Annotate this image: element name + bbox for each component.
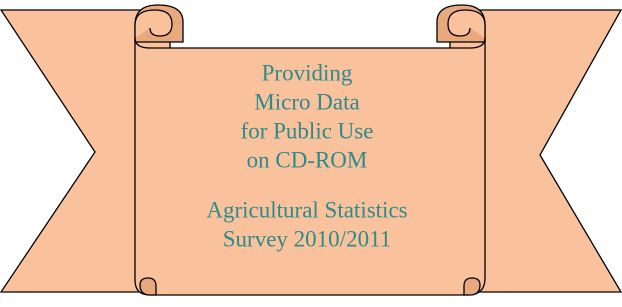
heading-line: for Public Use: [241, 118, 374, 143]
survey-line: Agricultural Statistics: [206, 197, 407, 222]
right-top-curl: [448, 10, 485, 38]
left-top-curl: [135, 10, 172, 38]
heading-line: on CD-ROM: [247, 147, 368, 172]
right-bottom-curl: [464, 278, 480, 295]
heading-line: Micro Data: [254, 89, 359, 114]
ribbon-banner: Providing Micro Data for Public Use on C…: [0, 0, 622, 307]
survey-line: Survey 2010/2011: [223, 226, 391, 251]
left-bottom-curl: [140, 278, 156, 295]
heading-line: Providing: [262, 60, 353, 85]
